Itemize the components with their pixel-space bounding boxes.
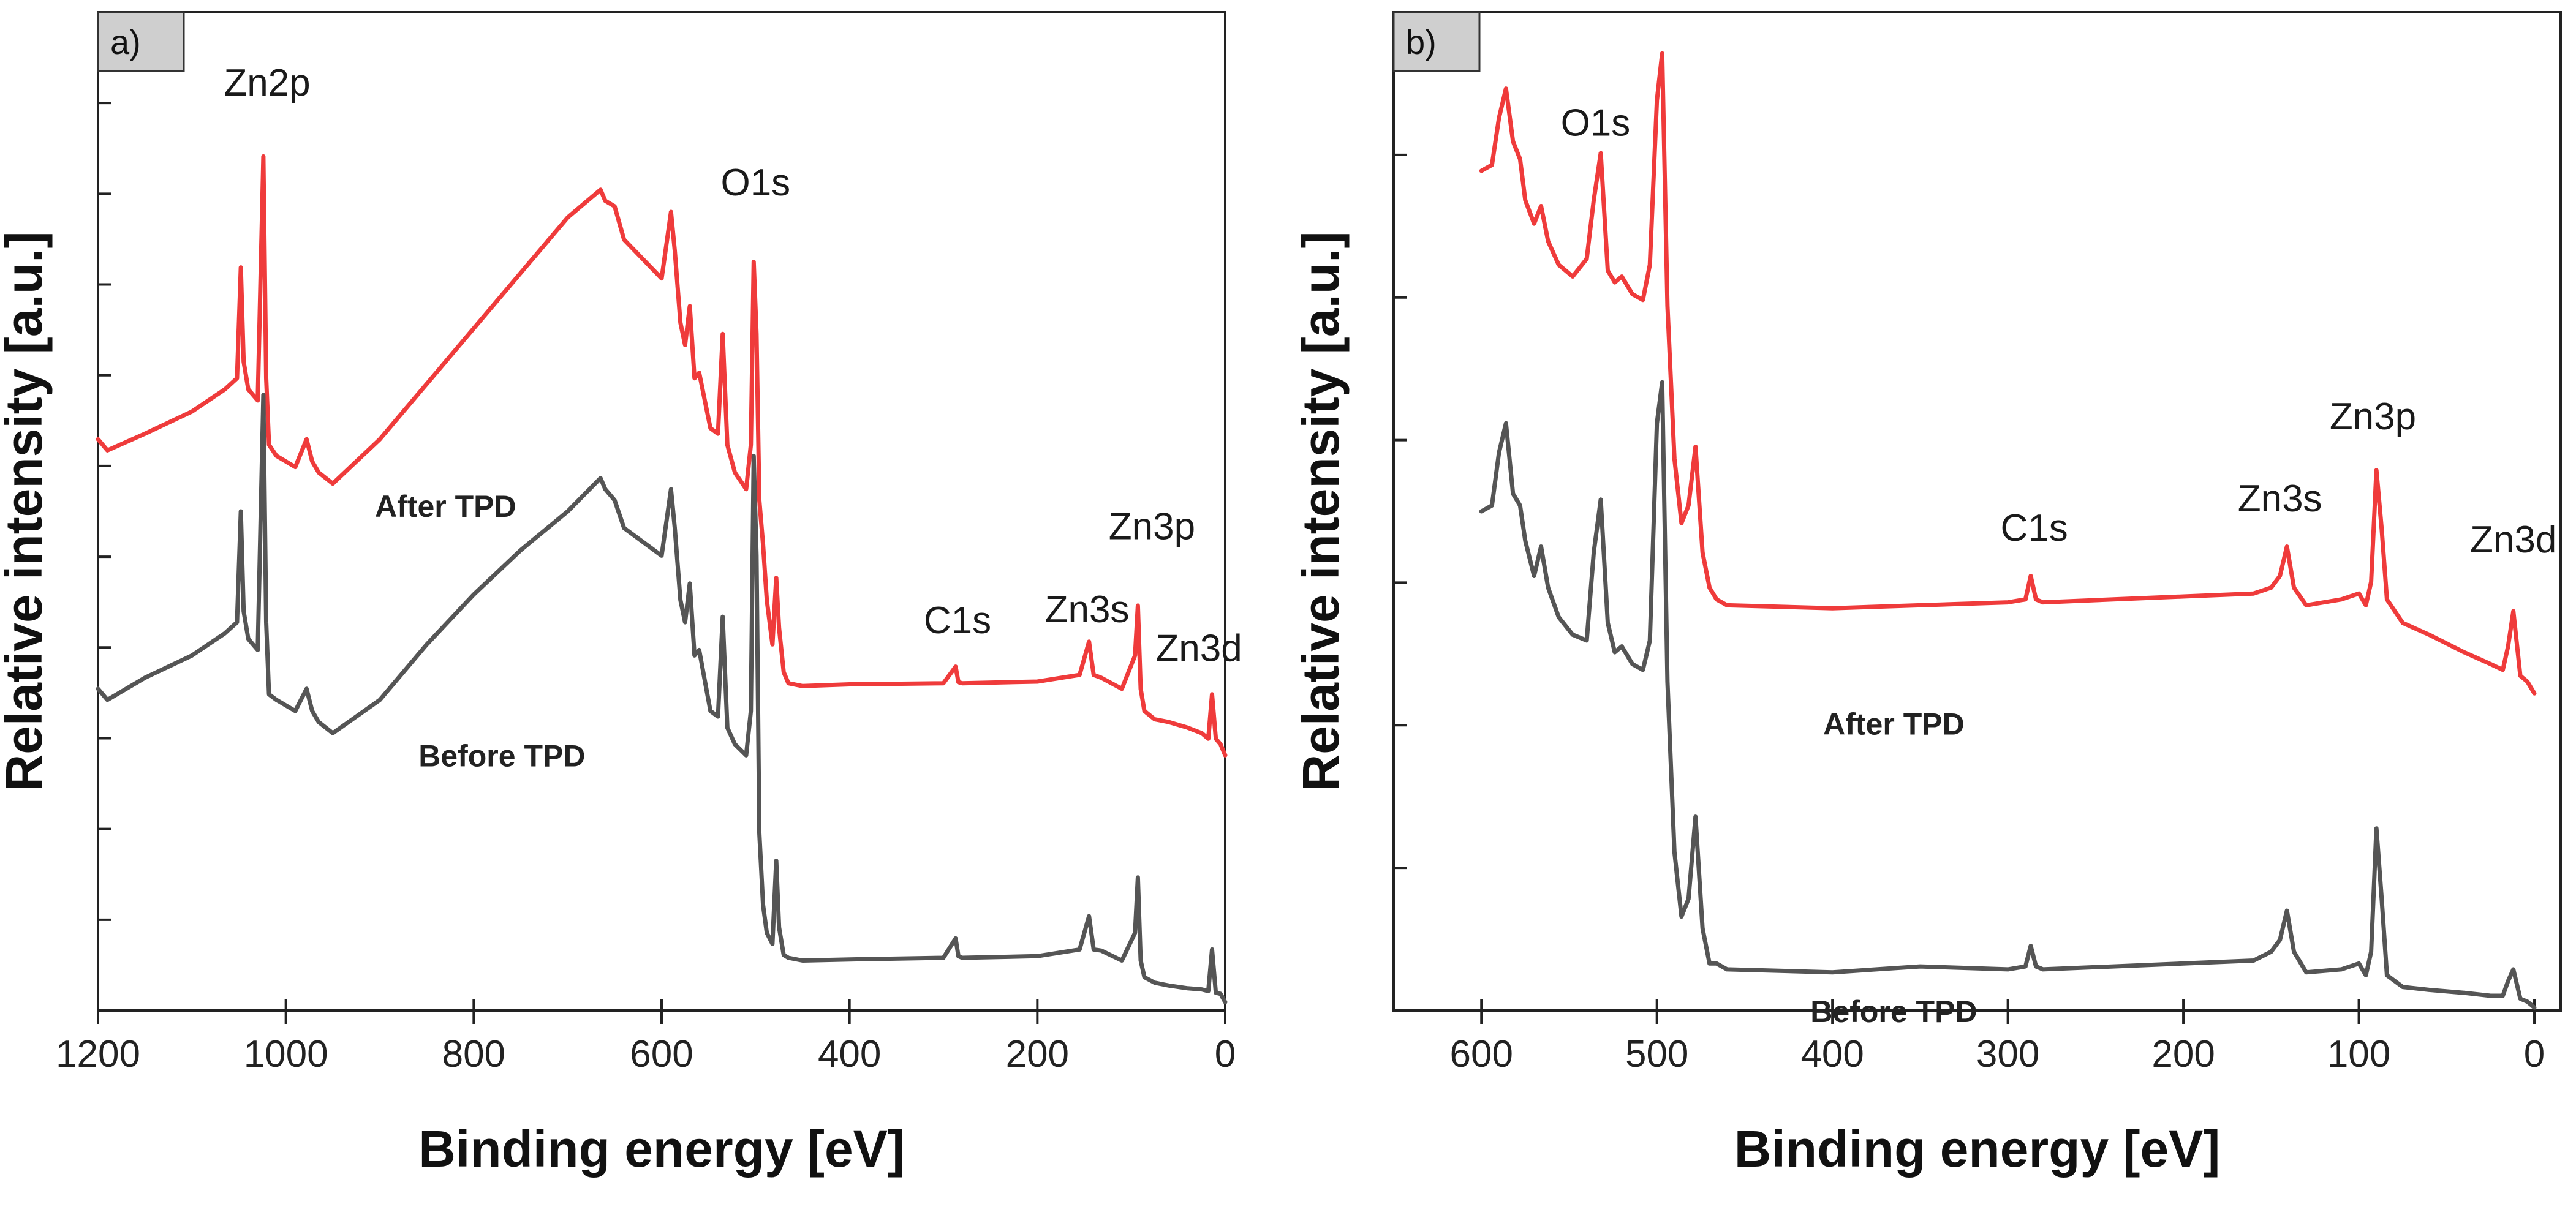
peak-label: O1s (1561, 102, 1631, 144)
peak-label: C1s (2000, 507, 2068, 549)
x-tick-label: 600 (630, 1033, 693, 1075)
panel-tag-label: b) (1406, 23, 1437, 61)
peak-label: Zn3s (2238, 478, 2322, 520)
series-label: Before TPD (1810, 995, 1977, 1029)
series-label: After TPD (1823, 707, 1965, 741)
x-tick-label: 800 (442, 1033, 505, 1075)
x-tick-label: 0 (1215, 1033, 1236, 1075)
x-tick-label: 200 (1006, 1033, 1069, 1075)
series-label: After TPD (375, 489, 516, 524)
peak-label: Zn2p (224, 62, 310, 104)
y-axis-title: Relative intensity [a.u.] (1292, 231, 1350, 792)
x-tick-label: 1000 (244, 1033, 328, 1075)
peak-label: Zn3p (2330, 396, 2416, 438)
series-line-after-tpd (96, 154, 1228, 758)
peak-label: Zn3s (1045, 589, 1130, 631)
x-tick-label: 100 (2327, 1033, 2390, 1075)
panel-tag-box (1392, 11, 1481, 72)
series-line-before-tpd (96, 393, 1228, 1004)
peak-label: C1s (924, 600, 991, 642)
panel-b: b) 600 500 400 300 200 100 0 Binding energy [eV]… (1292, 11, 2562, 1178)
peak-label: Zn3d (2470, 519, 2556, 561)
x-tick-label: 400 (1800, 1033, 1864, 1075)
panel-tag-box (97, 11, 185, 72)
x-axis-title: Binding energy [eV] (1734, 1120, 2220, 1178)
series-label: Before TPD (418, 739, 585, 773)
x-tick-label: 1200 (56, 1033, 140, 1075)
x-axis-title: Binding energy [eV] (418, 1120, 904, 1178)
x-tick-label: 300 (1976, 1033, 2039, 1075)
series-line-after-tpd (1479, 51, 2537, 696)
peak-label: Zn3p (1109, 505, 1195, 547)
plot-frame (97, 11, 1226, 1012)
x-tick-label: 0 (2524, 1033, 2545, 1075)
series-line-before-tpd (1479, 380, 2537, 1010)
x-tick-label: 500 (1625, 1033, 1688, 1075)
peak-label: Zn3d (1155, 628, 1242, 670)
panel-a: a) 1200 1000 800 600 400 200 0 Binding energy [e… (0, 11, 1242, 1178)
y-axis-title: Relative intensity [a.u.] (0, 231, 53, 792)
x-tick-label: 200 (2151, 1033, 2215, 1075)
peak-label: O1s (720, 162, 790, 204)
plot-frame (1392, 11, 2562, 1012)
x-tick-label: 400 (818, 1033, 881, 1075)
panel-tag-label: a) (110, 23, 141, 61)
x-tick-label: 600 (1450, 1033, 1513, 1075)
